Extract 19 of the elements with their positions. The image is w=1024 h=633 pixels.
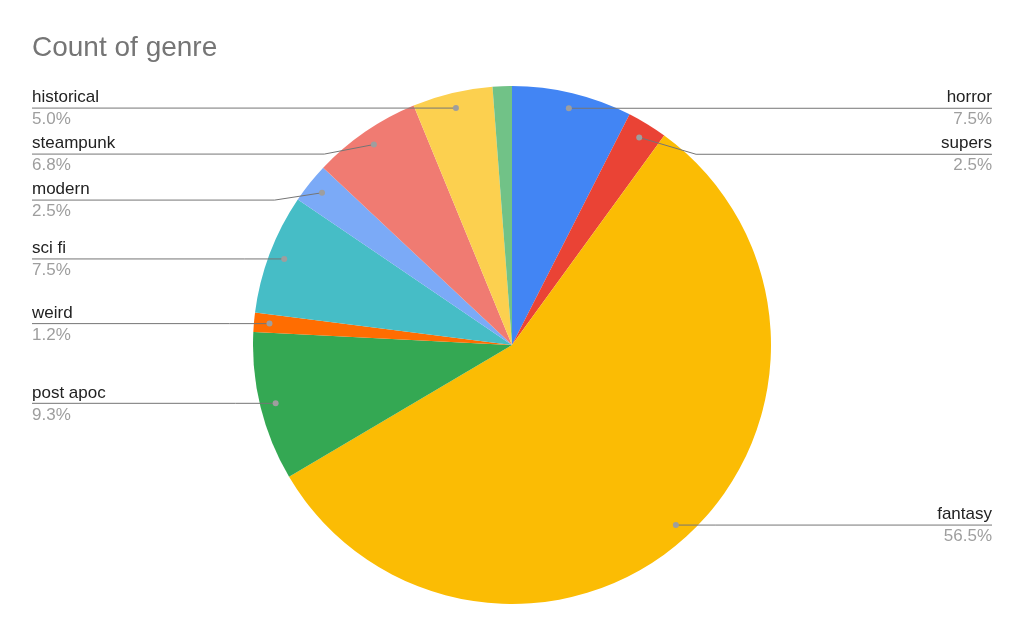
- slice-label: fantasy: [937, 504, 993, 524]
- data-label: 7.5%: [32, 260, 71, 280]
- slice-label: modern: [32, 179, 90, 199]
- slice-label: sci fi: [32, 238, 66, 258]
- data-label: 5.0%: [32, 109, 71, 129]
- slice-label: horror: [946, 87, 993, 107]
- slice-label: steampunk: [32, 133, 116, 153]
- slice-label: weird: [31, 302, 73, 322]
- chart-title: Count of genre: [32, 31, 218, 62]
- data-label: 56.5%: [943, 526, 992, 546]
- data-label: 1.2%: [32, 324, 71, 344]
- data-label: 9.3%: [32, 404, 71, 424]
- data-label: 2.5%: [953, 155, 992, 175]
- slice-label: historical: [32, 87, 100, 107]
- data-label: 2.5%: [32, 201, 71, 221]
- data-label: 6.8%: [32, 155, 71, 175]
- slice-label: post apoc: [32, 382, 107, 402]
- data-label: 7.5%: [953, 109, 992, 129]
- slice-label: supers: [940, 133, 992, 153]
